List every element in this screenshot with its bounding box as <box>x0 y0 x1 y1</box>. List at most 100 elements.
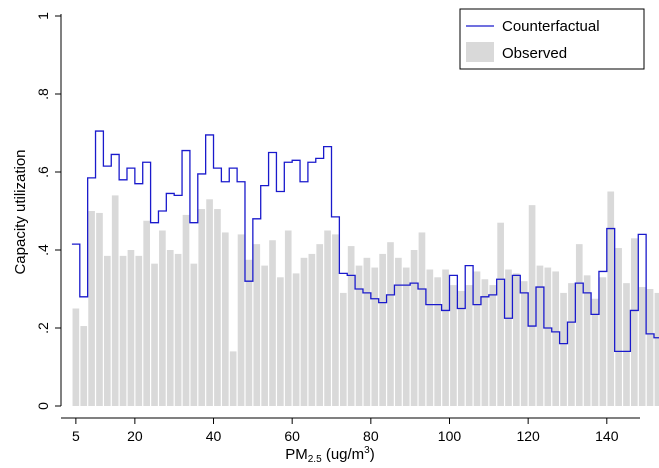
observed-bar <box>560 292 567 406</box>
observed-bar <box>544 267 552 406</box>
observed-bar <box>575 244 583 406</box>
observed-bar <box>450 285 457 406</box>
observed-bar <box>111 195 119 406</box>
counterfactual-line <box>71 130 659 353</box>
y-tick-label: .4 <box>35 244 51 256</box>
observed-bar <box>324 230 331 406</box>
observed-bar <box>442 269 449 406</box>
observed-bar <box>402 267 410 406</box>
observed-bar <box>237 234 245 406</box>
y-tick-label: .6 <box>35 166 51 178</box>
observed-bar <box>568 283 575 406</box>
observed-bar <box>316 244 324 406</box>
observed-bar <box>127 250 135 406</box>
observed-bar <box>481 279 489 406</box>
y-axis: 0 .2 .4 .6 .8 1 <box>35 12 62 410</box>
observed-bar <box>166 250 174 406</box>
observed-bar <box>528 205 536 406</box>
x-axis-label-superscript: 3 <box>364 445 370 456</box>
observed-bar <box>221 232 229 406</box>
observed-bar <box>284 230 292 406</box>
x-tick-label: 60 <box>284 428 300 444</box>
observed-bar <box>229 351 237 406</box>
x-tick-label: 100 <box>438 428 462 444</box>
observed-bar <box>513 273 520 406</box>
observed-bar <box>387 242 394 406</box>
legend-counterfactual-label: Counterfactual <box>502 18 600 35</box>
observed-bar <box>245 259 253 406</box>
observed-bar <box>646 289 654 406</box>
observed-bar <box>497 222 504 406</box>
x-axis-label: PM2.5 (ug/m3) <box>285 445 374 465</box>
observed-bar <box>434 277 442 406</box>
y-tick-label: .8 <box>35 88 51 100</box>
x-tick-label: 5 <box>72 428 80 444</box>
observed-bar <box>371 267 379 406</box>
observed-bar <box>135 255 143 406</box>
x-tick-label: 120 <box>516 428 540 444</box>
x-axis-label-unit: (ug/m <box>322 446 365 463</box>
legend-observed-label: Observed <box>502 45 567 62</box>
observed-bar <box>410 250 418 406</box>
observed-bar <box>418 232 426 406</box>
observed-bar <box>379 253 386 406</box>
observed-bar <box>599 277 607 406</box>
y-tick-label: 0 <box>35 402 51 410</box>
x-tick-label: 80 <box>363 428 379 444</box>
observed-bar <box>473 271 481 406</box>
y-tick-label: .2 <box>35 322 51 334</box>
observed-bar <box>119 255 127 406</box>
observed-bar <box>143 220 150 406</box>
observed-bar <box>395 257 402 406</box>
observed-bar <box>623 283 630 406</box>
observed-bar <box>159 230 166 406</box>
observed-bar <box>426 269 434 406</box>
observed-bar <box>72 308 80 406</box>
observed-bar <box>654 292 659 406</box>
legend-observed-swatch <box>466 42 494 62</box>
observed-bar <box>253 244 261 406</box>
observed-bar <box>520 281 528 406</box>
observed-bar <box>631 238 638 406</box>
observed-bar <box>465 285 473 406</box>
observed-bar <box>103 255 111 406</box>
observed-bar <box>591 298 599 406</box>
observed-bar <box>638 287 646 406</box>
observed-bar <box>198 209 206 406</box>
observed-bar <box>190 263 198 406</box>
observed-bar <box>174 253 182 406</box>
observed-bar <box>355 265 363 406</box>
observed-bar <box>214 209 221 406</box>
x-axis: 5 20 40 60 80 100 120 140 <box>61 417 640 444</box>
observed-bar <box>261 265 268 406</box>
observed-bars <box>72 191 659 406</box>
observed-bar <box>332 234 339 406</box>
observed-bar <box>583 275 591 406</box>
observed-bar <box>80 326 88 406</box>
observed-bar <box>339 292 347 406</box>
observed-bar <box>615 248 622 406</box>
observed-bar <box>308 253 316 406</box>
observed-bar <box>277 277 284 406</box>
observed-bar <box>489 285 497 406</box>
observed-bar <box>347 246 355 406</box>
legend: Counterfactual Observed <box>459 8 645 70</box>
observed-bar <box>607 191 615 406</box>
observed-bar <box>206 199 213 406</box>
observed-bar <box>552 271 560 406</box>
x-axis-label-subscript: 2.5 <box>308 454 322 465</box>
observed-bar <box>363 257 371 406</box>
x-tick-label: 140 <box>595 428 619 444</box>
observed-bar <box>536 265 544 406</box>
observed-bar <box>182 214 190 406</box>
y-axis-label: Capacity utilization <box>12 149 29 274</box>
x-tick-label: 40 <box>206 428 222 444</box>
x-axis-label-close: ) <box>370 446 375 463</box>
x-tick-label: 20 <box>127 428 143 444</box>
y-tick-label: 1 <box>35 12 51 20</box>
observed-bar <box>505 269 512 406</box>
observed-bar <box>88 211 95 406</box>
observed-bar <box>96 212 103 406</box>
observed-bar <box>292 273 300 406</box>
